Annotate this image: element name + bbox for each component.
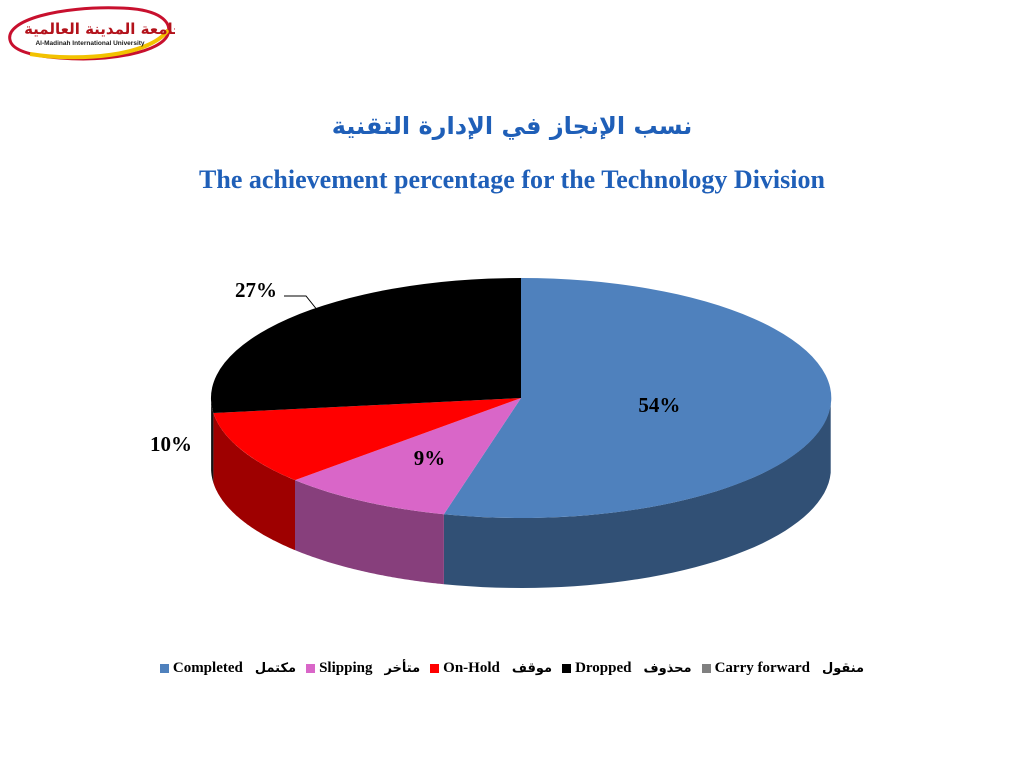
pie-slice-side-completed [443, 402, 831, 588]
logo-english-text: Al-Madinah International University [35, 40, 144, 47]
data-label-on-hold: 10% [150, 432, 192, 456]
university-logo: جامعة المدينة العالمية Al-Madinah Intern… [8, 6, 175, 61]
pie-slice-dropped [210, 278, 522, 413]
legend-label-ar-slipping: متأخر [384, 661, 421, 676]
legend-swatch-dropped [562, 664, 572, 673]
pie-slice-slipping [295, 398, 521, 515]
logo-arabic-text: جامعة المدينة العالمية [24, 20, 175, 38]
legend-item-completed: Completed مكتمل [159, 660, 297, 677]
pie-slice-completed [443, 277, 832, 518]
pie-slice-side-slipping [295, 480, 444, 585]
pie-slice-on-hold [213, 398, 521, 481]
legend-label-ar-completed: مكتمل [254, 661, 297, 676]
legend-label-dropped: Dropped [575, 660, 632, 676]
data-label-slipping: 9% [414, 446, 446, 470]
legend-label-ar-on-hold: موقف [511, 661, 553, 676]
leader-line-dropped [284, 295, 323, 317]
legend-item-dropped: Dropped محذوف [562, 660, 692, 677]
chart-title-english: The achievement percentage for the Techn… [199, 165, 825, 194]
chart-title-arabic: نسب الإنجاز في الإدارة التقنية [331, 112, 693, 140]
legend-label-completed: Completed [172, 660, 243, 676]
legend-label-carry-forward: Carry forward [714, 660, 810, 676]
legend-label-ar-dropped: محذوف [643, 661, 692, 676]
chart-legend: Completed مكتمل Slipping متأخر On-Hold موقف Dr… [0, 660, 1024, 677]
pie-slice-side-dropped [211, 400, 214, 483]
legend-item-carry-forward: Carry forward منقول [701, 660, 865, 677]
legend-swatch-slipping [306, 664, 316, 673]
legend-swatch-completed [159, 664, 169, 673]
legend-label-ar-carry-forward: منقول [821, 661, 865, 676]
pie-slice-side-on-hold [213, 413, 295, 551]
data-label-completed: 54% [638, 393, 680, 417]
legend-swatch-carry-forward [701, 664, 711, 673]
legend-label-slipping: Slipping [319, 660, 373, 676]
legend-item-slipping: Slipping متأخر [306, 660, 420, 677]
legend-swatch-on-hold [430, 664, 440, 673]
legend-item-on-hold: On-Hold موقف [430, 660, 552, 677]
legend-label-on-hold: On-Hold [443, 660, 500, 676]
data-label-dropped: 27% [235, 278, 277, 302]
